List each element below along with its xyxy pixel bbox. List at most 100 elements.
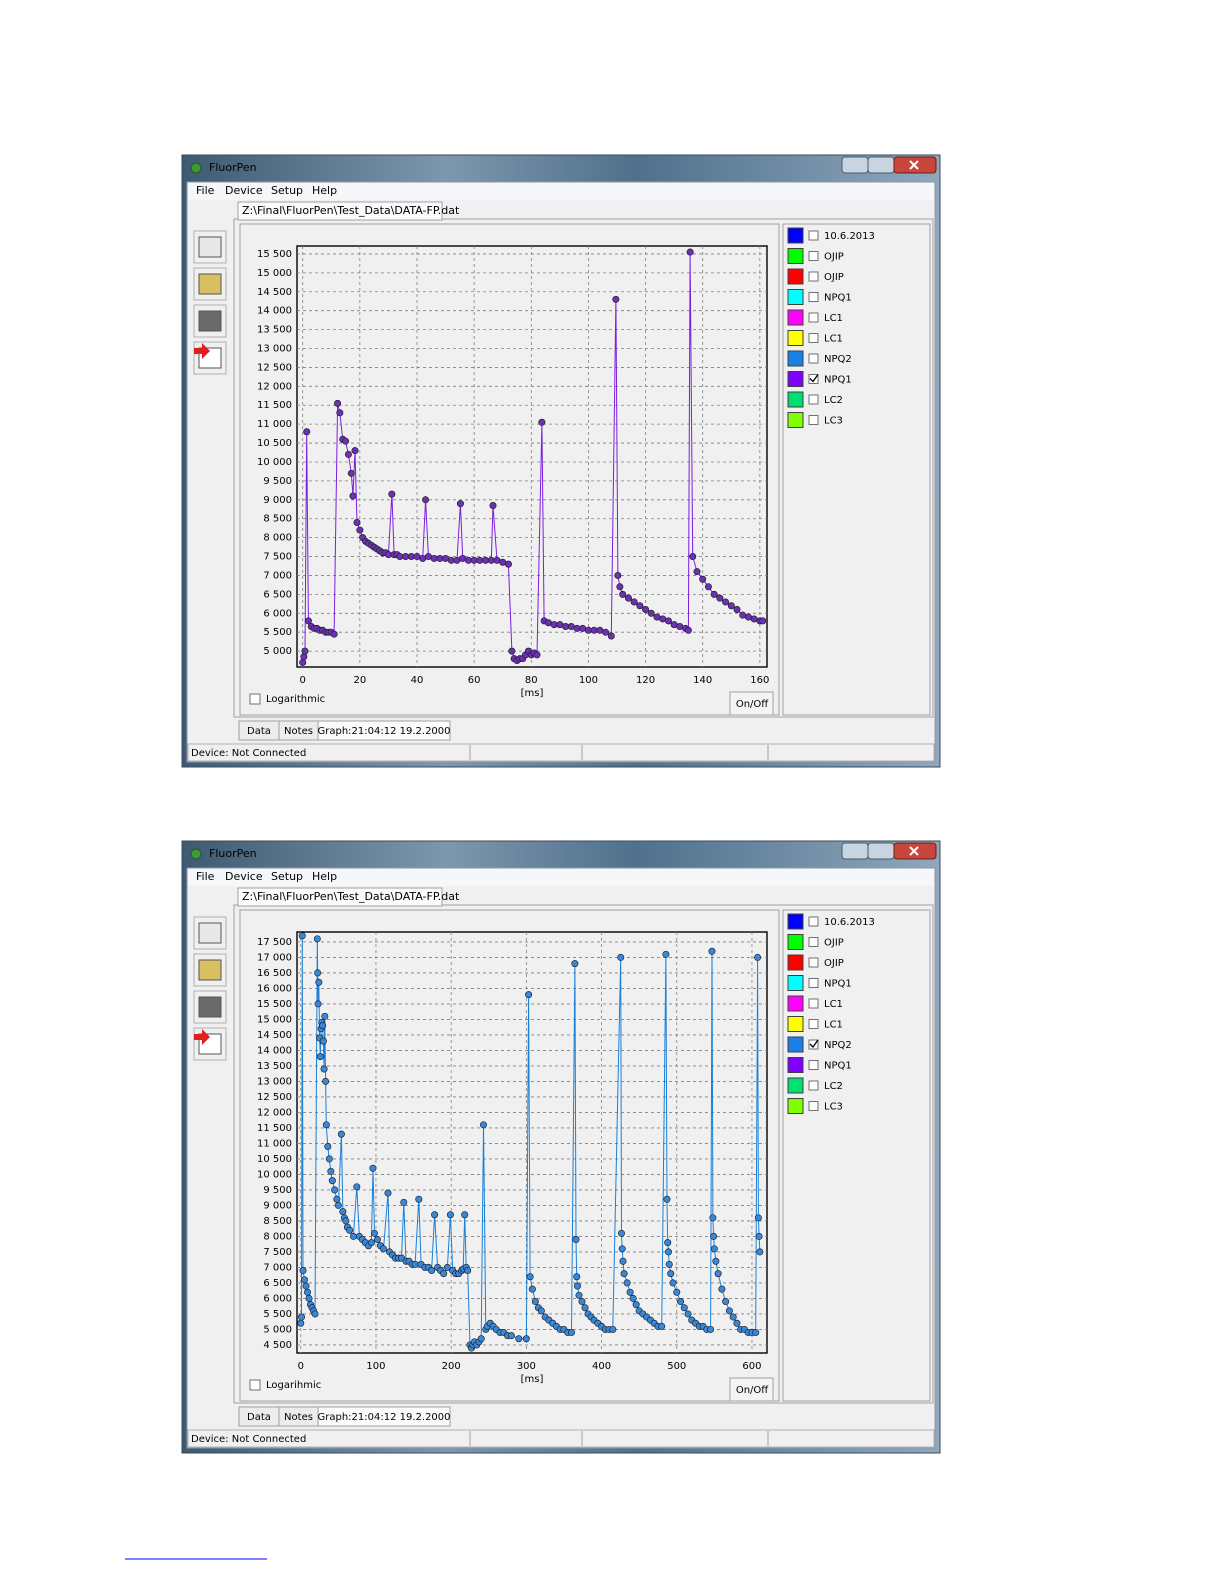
data-point [304, 617, 312, 625]
legend-checkbox[interactable] [808, 230, 819, 241]
data-point [342, 437, 350, 445]
data-point [578, 1298, 586, 1306]
legend-checkbox[interactable] [808, 394, 819, 405]
status-bar [187, 1429, 935, 1448]
y-tick-label: 14 500 [257, 1030, 292, 1041]
data-point [733, 606, 741, 614]
data-point [311, 1310, 319, 1318]
maximize-button[interactable] [867, 156, 895, 174]
y-tick-label: 13 000 [257, 1076, 292, 1087]
data-point [349, 492, 357, 500]
legend-checkbox[interactable] [808, 374, 819, 384]
legend-checkbox[interactable] [808, 271, 819, 282]
x-tick-label: 160 [750, 675, 769, 686]
legend-checkbox[interactable] [808, 415, 819, 425]
data-point [571, 960, 579, 968]
data-point [686, 248, 694, 256]
x-tick-label: 600 [742, 1361, 761, 1372]
maximize-button[interactable] [867, 842, 895, 860]
menu-item[interactable]: File [196, 184, 215, 197]
on-off-button[interactable] [729, 691, 774, 716]
menu-item[interactable]: Setup [271, 870, 303, 883]
legend-checkbox[interactable] [808, 251, 819, 261]
legend-checkbox[interactable] [808, 916, 819, 927]
status-bar [187, 743, 935, 762]
legend-check [809, 374, 819, 383]
data-point [722, 598, 730, 606]
data-point [707, 1325, 715, 1333]
data-point [313, 935, 321, 943]
data-point [684, 626, 692, 634]
legend-check [809, 1039, 819, 1049]
legend-checkbox[interactable] [808, 998, 819, 1009]
legend-checkbox[interactable] [808, 1101, 819, 1111]
x-tick-label: 20 [353, 675, 366, 686]
log-checkbox[interactable] [249, 1379, 261, 1391]
menu-item[interactable]: Help [312, 870, 337, 883]
data-point [301, 1276, 309, 1284]
x-tick-label: 300 [517, 1361, 536, 1372]
data-point [729, 1313, 737, 1321]
legend-label: OJIP [824, 958, 844, 969]
data-point [319, 1037, 327, 1045]
data-point [334, 1201, 342, 1209]
data-point [297, 1319, 305, 1327]
bottom-tab-label: Graph:21:04:12 19.2.2000 [317, 726, 450, 737]
data-point [314, 1000, 322, 1008]
minimize-button[interactable] [841, 842, 869, 860]
legend-checkbox[interactable] [808, 1019, 819, 1029]
data-point [443, 1263, 451, 1271]
data-point [400, 1198, 408, 1206]
y-tick-label: 17 000 [257, 952, 292, 963]
legend-label: LC1 [824, 999, 843, 1010]
data-point [346, 1226, 354, 1234]
legend-panel [782, 223, 931, 716]
legend-checkbox[interactable] [808, 333, 819, 343]
legend-checkbox[interactable] [808, 957, 819, 968]
legend-checkbox[interactable] [808, 353, 819, 364]
menu-item[interactable]: Help [312, 184, 337, 197]
legend-checkbox[interactable] [808, 1080, 819, 1091]
data-point [662, 950, 670, 958]
data-point [647, 609, 655, 617]
menu-item[interactable]: File [196, 870, 215, 883]
data-point [636, 602, 644, 610]
data-point [303, 428, 311, 436]
bottom-tab[interactable] [317, 1406, 451, 1427]
data-point [626, 1288, 634, 1296]
on-off-label: On/Off [736, 1385, 769, 1396]
data-point [538, 418, 546, 426]
y-tick-label: 7 000 [263, 1262, 292, 1273]
legend-checkbox[interactable] [808, 978, 819, 988]
menu-item[interactable]: Device [225, 870, 263, 883]
legend-checkbox[interactable] [808, 1039, 819, 1050]
close-glyph [909, 160, 919, 170]
legend-checkbox[interactable] [808, 1060, 819, 1070]
data-point [609, 1325, 617, 1333]
y-tick-label: 15 000 [257, 268, 292, 279]
data-point [664, 1239, 672, 1247]
menu-item[interactable]: Device [225, 184, 263, 197]
data-point [665, 1260, 673, 1268]
minimize-button[interactable] [841, 156, 869, 174]
y-tick-label: 7 500 [263, 552, 292, 563]
legend-checkbox[interactable] [808, 937, 819, 947]
log-checkbox[interactable] [249, 693, 261, 705]
data-point [367, 1239, 375, 1247]
legend-label: LC1 [824, 1020, 843, 1031]
y-tick-label: 13 500 [257, 325, 292, 336]
menu-item[interactable]: Setup [271, 184, 303, 197]
legend-checkbox[interactable] [808, 292, 819, 302]
file-tab[interactable] [237, 887, 443, 907]
data-point [619, 590, 627, 598]
data-point [337, 1130, 345, 1138]
legend-checkbox[interactable] [808, 312, 819, 323]
y-tick-label: 8 000 [263, 1231, 292, 1242]
x-tick-label: 100 [366, 1361, 385, 1372]
bottom-tab[interactable] [317, 720, 451, 741]
data-point [334, 399, 342, 407]
legend-swatch [787, 954, 804, 971]
file-tab[interactable] [237, 201, 443, 221]
on-off-button[interactable] [729, 1377, 774, 1402]
